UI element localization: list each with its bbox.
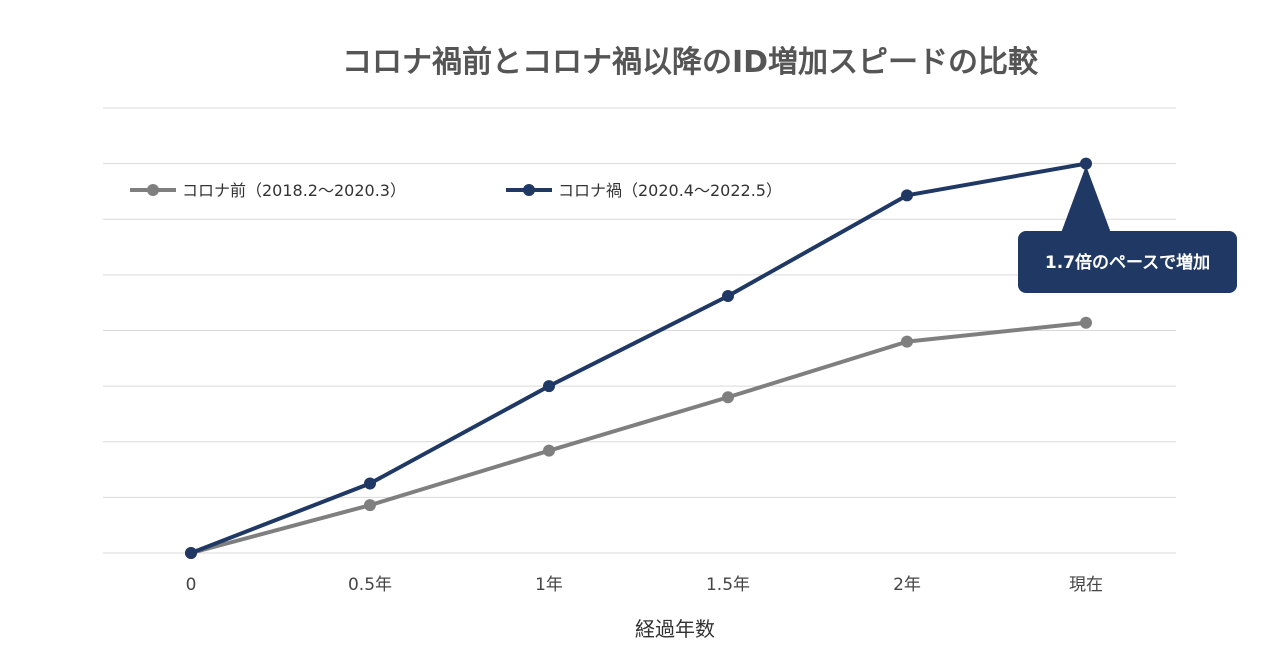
x-tick-label: 2年 xyxy=(893,575,921,595)
legend: コロナ前（2018.2～2020.3） コロナ禍（2020.4～2022.5） xyxy=(130,181,782,200)
callout-pointer xyxy=(1061,165,1111,233)
x-tick-label: 0 xyxy=(186,575,197,595)
data-point xyxy=(1080,316,1092,329)
x-tick-label: 1.5年 xyxy=(706,575,750,595)
chart-title: コロナ禍前とコロナ禍以降のID増加スピードの比較 xyxy=(342,45,1039,80)
data-point xyxy=(543,444,555,457)
data-point xyxy=(1080,157,1092,170)
data-point xyxy=(364,499,376,512)
x-tick-label: 0.5年 xyxy=(348,575,392,595)
gridlines xyxy=(103,107,1176,554)
data-point xyxy=(901,335,913,348)
callout-text: 1.7倍のペースで増加 xyxy=(1045,252,1210,273)
x-axis-ticks: 0 0.5年 1年 1.5年 2年 現在 xyxy=(186,575,1103,595)
series-line-2 xyxy=(190,161,1087,555)
legend-marker xyxy=(523,184,535,196)
x-tick-label: 1年 xyxy=(535,575,563,595)
data-point xyxy=(543,380,555,393)
data-point xyxy=(364,477,376,490)
data-point xyxy=(722,391,734,404)
legend-marker xyxy=(147,184,159,196)
data-point xyxy=(722,290,734,303)
x-axis-label: 経過年数 xyxy=(635,617,715,641)
series-line-1 xyxy=(190,320,1087,555)
legend-entry: コロナ前（2018.2～2020.3） xyxy=(182,181,406,200)
legend-entry: コロナ禍（2020.4～2022.5） xyxy=(558,181,782,200)
x-tick-label: 現在 xyxy=(1069,575,1103,595)
callout-box xyxy=(1018,231,1237,293)
data-point xyxy=(185,547,197,559)
annotation-callout: 1.7倍のペースで増加 xyxy=(1018,165,1237,293)
series-lines xyxy=(185,157,1092,559)
data-point xyxy=(901,189,913,202)
